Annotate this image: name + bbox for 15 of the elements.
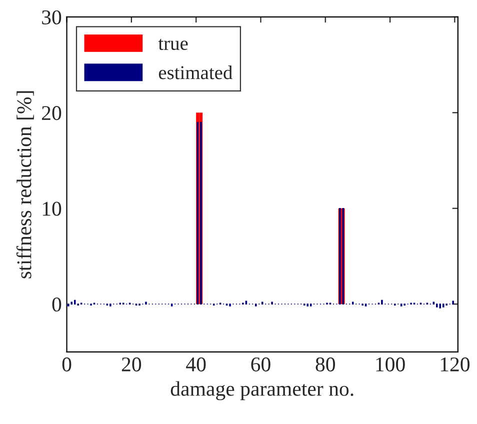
y-tick-label: 30: [42, 10, 62, 24]
x-tick-label: 40: [186, 357, 206, 372]
x-tick-label: 0: [62, 357, 72, 372]
x-axis-title: damage parameter no.: [170, 381, 354, 400]
x-tick-label: 60: [251, 357, 270, 372]
x-tick-label: 80: [316, 357, 336, 372]
y-tick-label: 0: [52, 297, 62, 312]
x-tick-label: 120: [440, 357, 470, 372]
x-tick-label: 100: [376, 357, 405, 372]
legend-label: true: [158, 38, 188, 50]
x-tick-label: 20: [122, 357, 142, 372]
y-tick-label: 10: [42, 202, 62, 216]
legend-label: estimated: [158, 66, 232, 80]
y-tick-label: 20: [42, 106, 62, 120]
y-axis-title: stiffness reduction [%]: [16, 91, 34, 278]
